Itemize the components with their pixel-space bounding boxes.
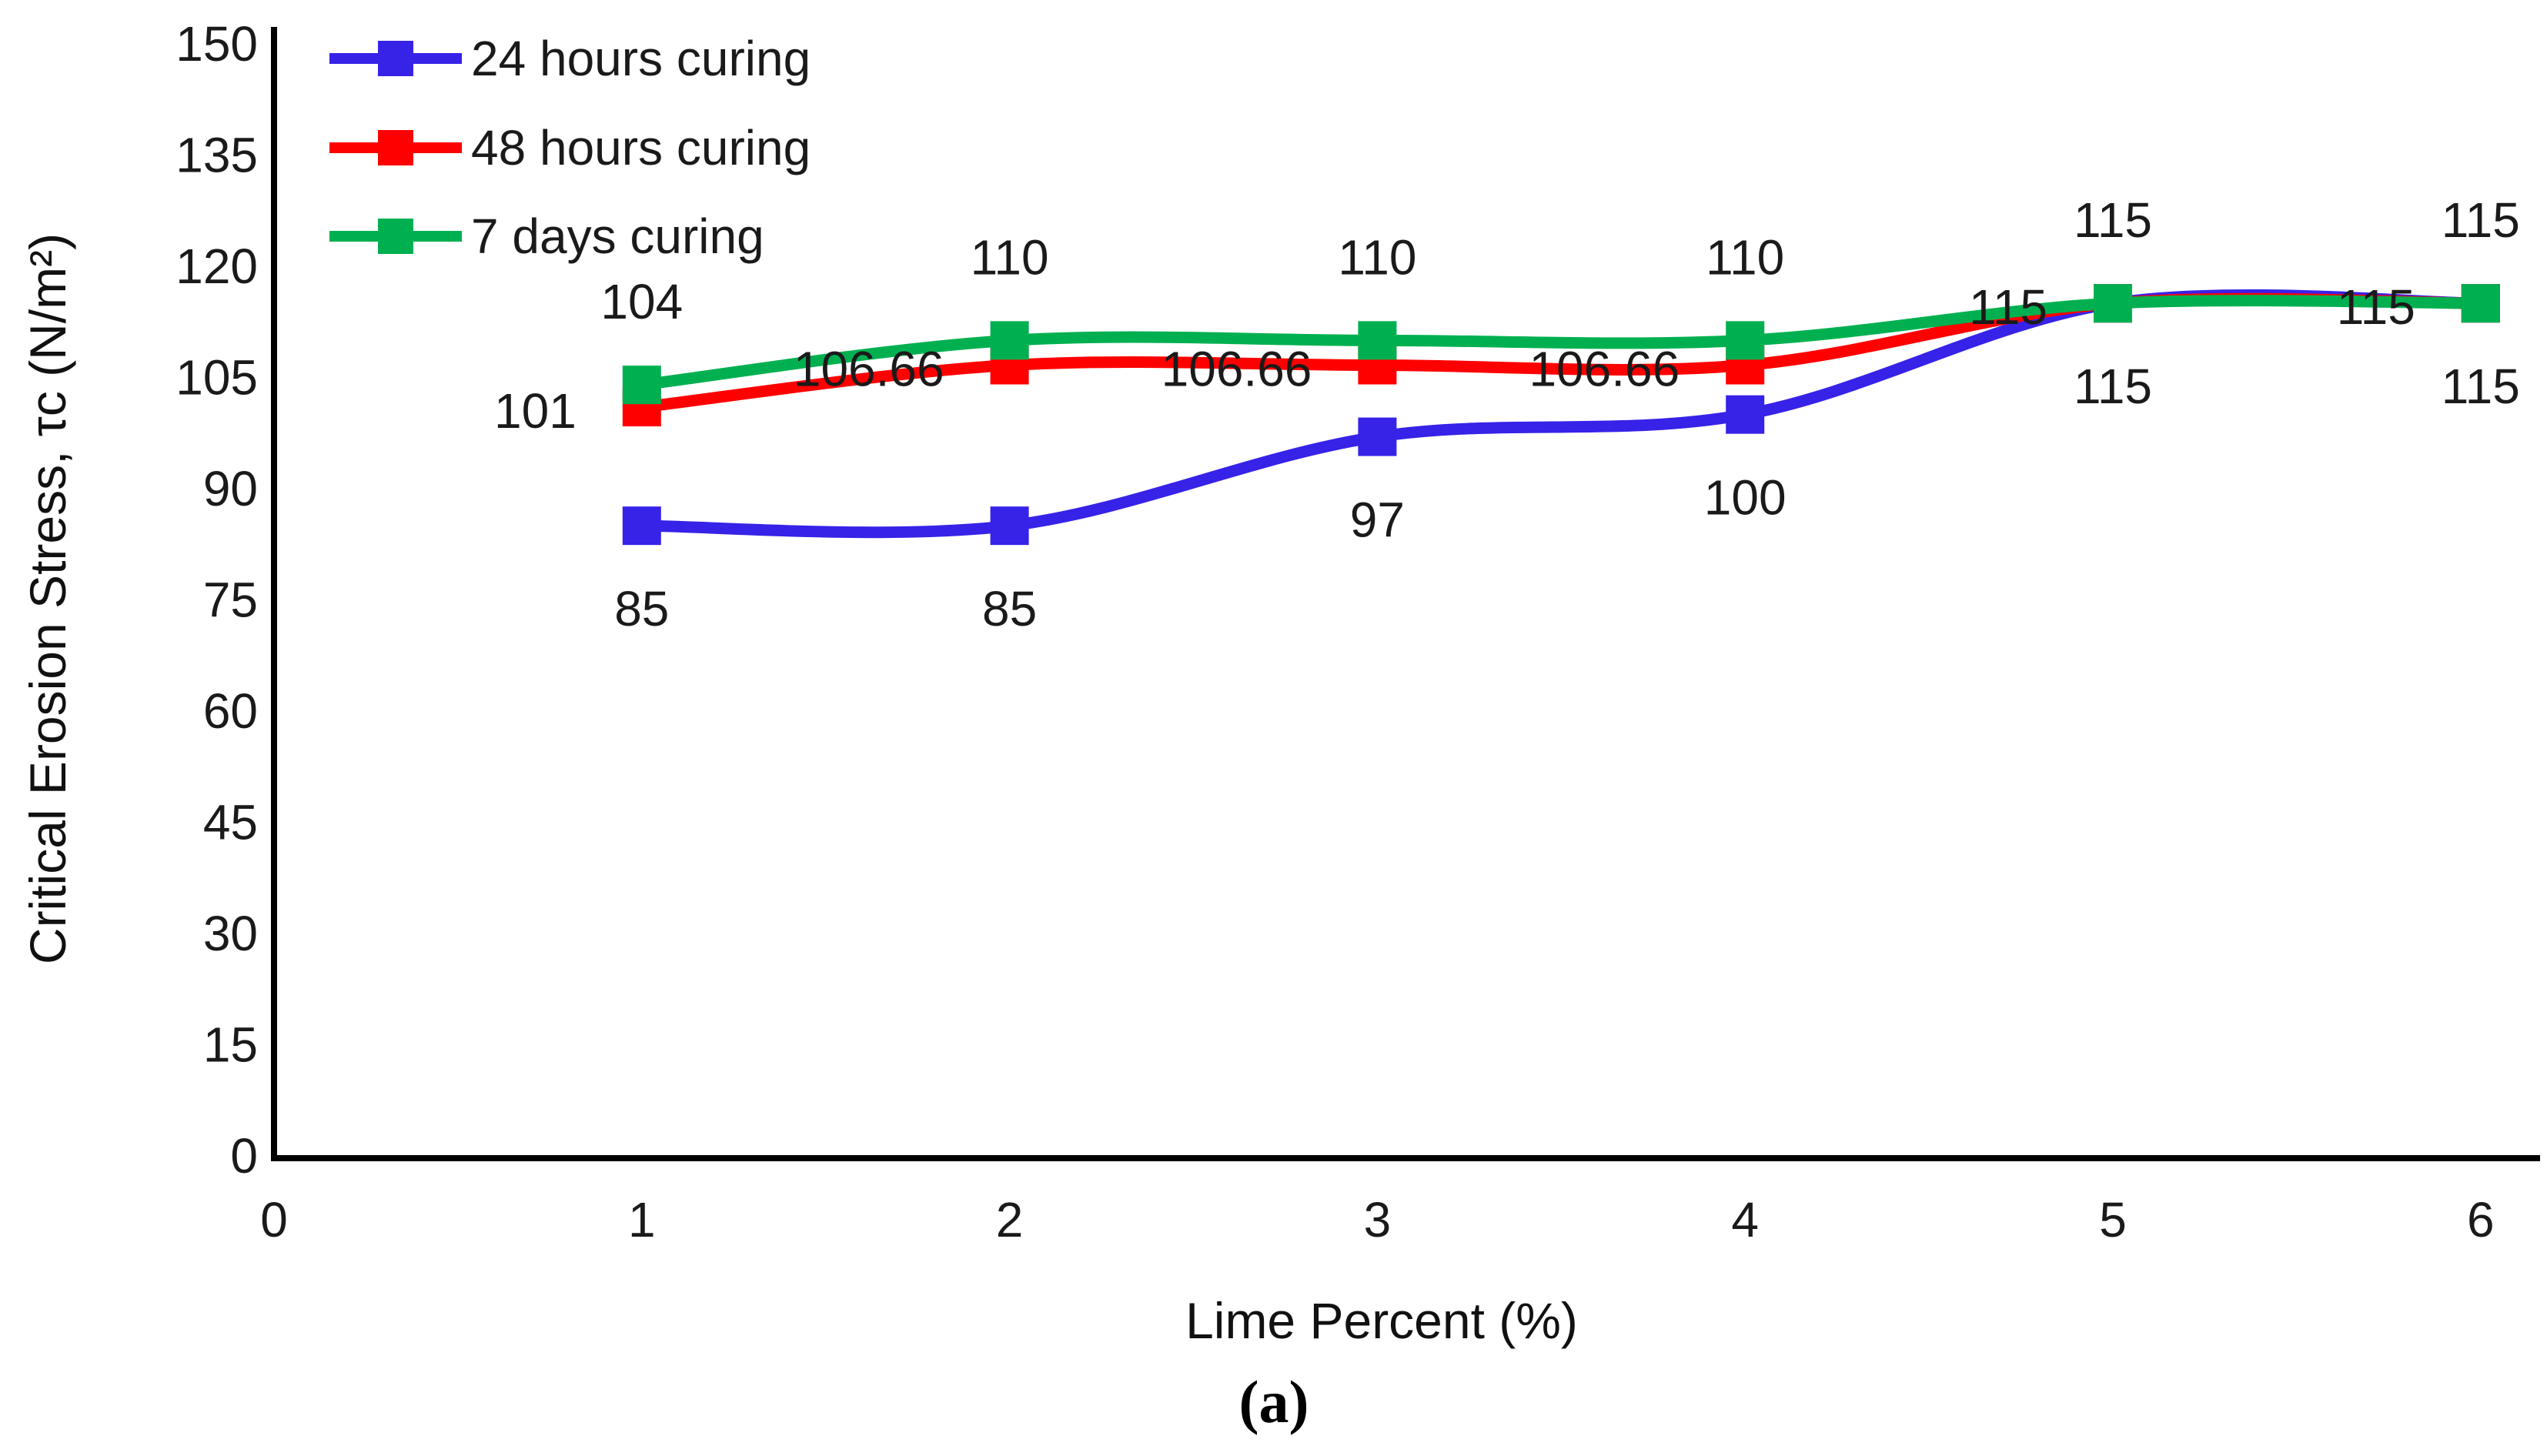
data-label-48-hours-curing: 106.66 — [1162, 342, 1312, 397]
data-label-7-days-curing: 110 — [971, 229, 1049, 285]
data-point-marker-7-days-curing — [1726, 321, 1765, 360]
legend-swatch-marker-24-hours-curing — [378, 41, 413, 76]
x-tick-label: 0 — [260, 1192, 288, 1247]
data-label-24-hours-curing: 85 — [982, 581, 1037, 636]
data-label-48-hours-curing: 115 — [2337, 279, 2415, 335]
data-label-48-hours-curing: 101 — [494, 383, 577, 439]
x-tick-label: 4 — [1731, 1192, 1759, 1247]
legend-label-24-hours-curing: 24 hours curing — [471, 31, 811, 86]
legend-swatch-marker-7-days-curing — [378, 219, 413, 254]
data-label-7-days-curing: 110 — [1706, 229, 1784, 285]
data-label-24-hours-curing: 115 — [2074, 359, 2152, 414]
data-point-marker-7-days-curing — [1358, 321, 1397, 360]
data-label-7-days-curing: 110 — [1338, 229, 1416, 285]
y-tick-label: 105 — [175, 350, 258, 406]
y-tick-label: 15 — [203, 1017, 258, 1073]
data-label-48-hours-curing: 106.66 — [794, 342, 944, 397]
data-label-24-hours-curing: 85 — [614, 581, 669, 636]
figure-caption: (a) — [1238, 1368, 1309, 1435]
y-tick-label: 30 — [203, 906, 258, 961]
data-label-7-days-curing: 115 — [2442, 192, 2520, 248]
series-line-7-days-curing — [636, 295, 2487, 391]
x-tick-label: 5 — [2099, 1192, 2127, 1247]
x-axis-title: Lime Percent (%) — [1185, 1292, 1578, 1349]
data-label-7-days-curing: 104 — [600, 274, 683, 329]
data-point-marker-24-hours-curing — [622, 506, 661, 546]
y-axis-title: Critical Erosion Stress, τc (N/m²) — [19, 232, 76, 965]
series-line-24-hours-curing — [636, 289, 2487, 539]
y-tick-label: 45 — [203, 795, 258, 850]
data-point-marker-7-days-curing — [2094, 284, 2132, 323]
data-label-48-hours-curing: 106.66 — [1529, 342, 1680, 397]
legend-swatch-marker-48-hours-curing — [378, 130, 413, 165]
data-point-marker-24-hours-curing — [1726, 395, 1765, 434]
legend-label-7-days-curing: 7 days curing — [471, 209, 764, 264]
x-tick-label: 2 — [996, 1192, 1024, 1247]
y-tick-label: 150 — [175, 16, 258, 72]
y-tick-label: 90 — [203, 461, 258, 516]
y-tick-label: 75 — [203, 573, 258, 628]
data-point-marker-7-days-curing — [622, 366, 661, 405]
data-point-marker-24-hours-curing — [990, 506, 1029, 546]
x-tick-label: 3 — [1364, 1192, 1392, 1247]
data-point-marker-7-days-curing — [990, 321, 1029, 360]
data-label-24-hours-curing: 97 — [1350, 493, 1405, 548]
data-point-marker-24-hours-curing — [1358, 417, 1397, 456]
x-tick-label: 1 — [628, 1192, 656, 1247]
data-label-24-hours-curing: 115 — [2442, 359, 2520, 414]
data-label-24-hours-curing: 100 — [1704, 470, 1787, 526]
y-tick-label: 120 — [175, 239, 258, 294]
y-tick-label: 0 — [230, 1128, 258, 1184]
y-tick-label: 135 — [175, 128, 258, 183]
data-label-7-days-curing: 115 — [2074, 192, 2152, 248]
y-tick-label: 60 — [203, 683, 258, 739]
legend-label-48-hours-curing: 48 hours curing — [471, 120, 811, 175]
data-label-48-hours-curing: 115 — [1969, 279, 2047, 335]
data-point-marker-7-days-curing — [2461, 284, 2500, 323]
x-tick-label: 6 — [2467, 1192, 2495, 1247]
